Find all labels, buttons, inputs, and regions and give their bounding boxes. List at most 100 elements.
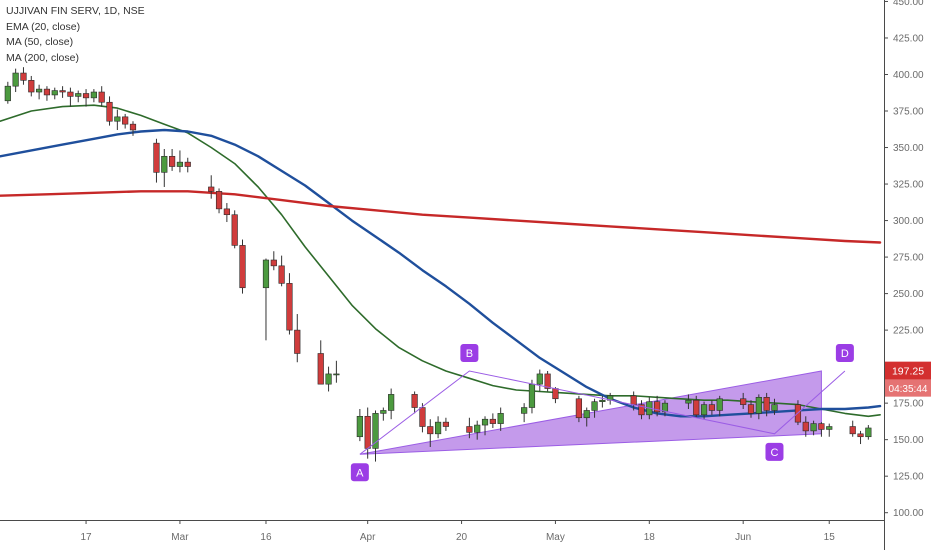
candle — [466, 417, 473, 439]
candle-body — [129, 123, 137, 131]
candle-body — [270, 259, 277, 267]
candle — [544, 371, 551, 392]
candle-body — [215, 191, 223, 210]
candle-body — [82, 93, 90, 99]
symbol-line[interactable]: UJJIVAN FIN SERV, 1D, NSE — [6, 5, 145, 17]
candle — [419, 403, 426, 433]
point-label: A — [356, 467, 364, 479]
y-tick-label: 400.00 — [893, 70, 924, 81]
candle — [317, 340, 324, 385]
candle — [763, 392, 770, 417]
candle-body — [114, 116, 121, 122]
candle-body — [98, 91, 105, 103]
y-tick-label: 325.00 — [893, 180, 924, 191]
candle-body — [43, 88, 51, 96]
candle-body — [231, 214, 238, 246]
candle — [278, 255, 285, 287]
point-label: C — [771, 447, 779, 459]
candle — [129, 121, 137, 136]
pattern-point-b: B — [460, 344, 479, 363]
y-tick-label: 375.00 — [893, 107, 924, 118]
candle — [599, 395, 606, 408]
candle-body — [36, 88, 43, 93]
candle — [747, 400, 755, 418]
x-tick-label: 17 — [80, 532, 92, 543]
point-badge — [350, 463, 369, 482]
candle-body — [661, 402, 669, 413]
candle — [184, 157, 191, 173]
candle-body — [106, 101, 113, 122]
candle — [654, 395, 661, 417]
candle — [223, 203, 230, 223]
candle — [849, 420, 856, 437]
indicator-ema20[interactable]: EMA (20, close) — [6, 20, 81, 33]
candle-body — [20, 72, 27, 81]
candle-body — [481, 418, 489, 426]
candle — [67, 87, 74, 107]
candle — [755, 394, 762, 420]
candle-body — [716, 398, 723, 411]
candle — [286, 273, 293, 335]
candle — [153, 138, 160, 183]
indicator-ma50[interactable]: MA (50, close) — [6, 36, 74, 48]
candle-body — [372, 413, 379, 449]
candle-body — [153, 142, 160, 173]
candle — [106, 96, 113, 126]
candle-body — [325, 373, 332, 385]
candle-body — [599, 399, 606, 402]
x-axis[interactable]: 17 Mar 16 Apr 20 May 18 Jun 15 — [0, 520, 884, 543]
candle — [294, 314, 301, 363]
indicator-ma200[interactable]: MA (200, close) — [6, 51, 79, 64]
candle-body — [364, 415, 371, 449]
candle — [372, 410, 379, 462]
x-tick-label: Mar — [171, 532, 189, 543]
candle-body — [411, 394, 418, 408]
y-axis[interactable]: 450.00 425.00 400.00 375.00 350.00 325.00 300.… — [884, 0, 924, 550]
candle-body — [184, 161, 191, 167]
price-tag-value: 197.25 — [892, 366, 924, 378]
candle-body — [497, 413, 504, 424]
point-badge — [460, 344, 479, 363]
candle-body — [536, 373, 543, 385]
y-tick-label: 250.00 — [893, 289, 924, 300]
point-label: D — [841, 348, 849, 360]
candle — [481, 416, 489, 436]
last-price-tag: 197.25 — [885, 361, 931, 380]
candle — [442, 417, 450, 431]
candle — [12, 68, 19, 93]
candle — [661, 400, 669, 417]
candle — [161, 148, 168, 187]
candle-body — [434, 421, 442, 435]
candle — [59, 86, 66, 98]
candle-body — [90, 91, 97, 99]
candle-body — [169, 155, 176, 167]
candle-body — [278, 265, 285, 284]
candle-body — [810, 423, 817, 432]
candle — [231, 210, 238, 249]
countdown-value: 04:35:44 — [889, 384, 928, 395]
candlestick-series — [4, 67, 872, 462]
candle-body — [638, 404, 645, 416]
candle-body — [380, 410, 387, 414]
x-tick-label: 20 — [456, 532, 468, 543]
candle — [528, 379, 536, 414]
pattern-point-d: D — [835, 344, 854, 363]
candle — [716, 395, 723, 417]
candle-body — [161, 155, 168, 173]
candle — [333, 360, 340, 383]
candle — [90, 89, 97, 103]
candle — [4, 81, 11, 104]
candle-body — [740, 398, 747, 405]
triangle-area — [359, 370, 822, 455]
candle-body — [552, 388, 559, 400]
candle — [51, 87, 58, 100]
candle — [497, 407, 504, 431]
candle-body — [356, 415, 363, 438]
candle-body — [208, 186, 215, 192]
candle — [43, 86, 51, 101]
candle-body — [544, 373, 551, 389]
candle — [262, 258, 270, 341]
price-tags: 197.25 04:35:44 — [885, 361, 931, 397]
candle-body — [51, 90, 58, 96]
